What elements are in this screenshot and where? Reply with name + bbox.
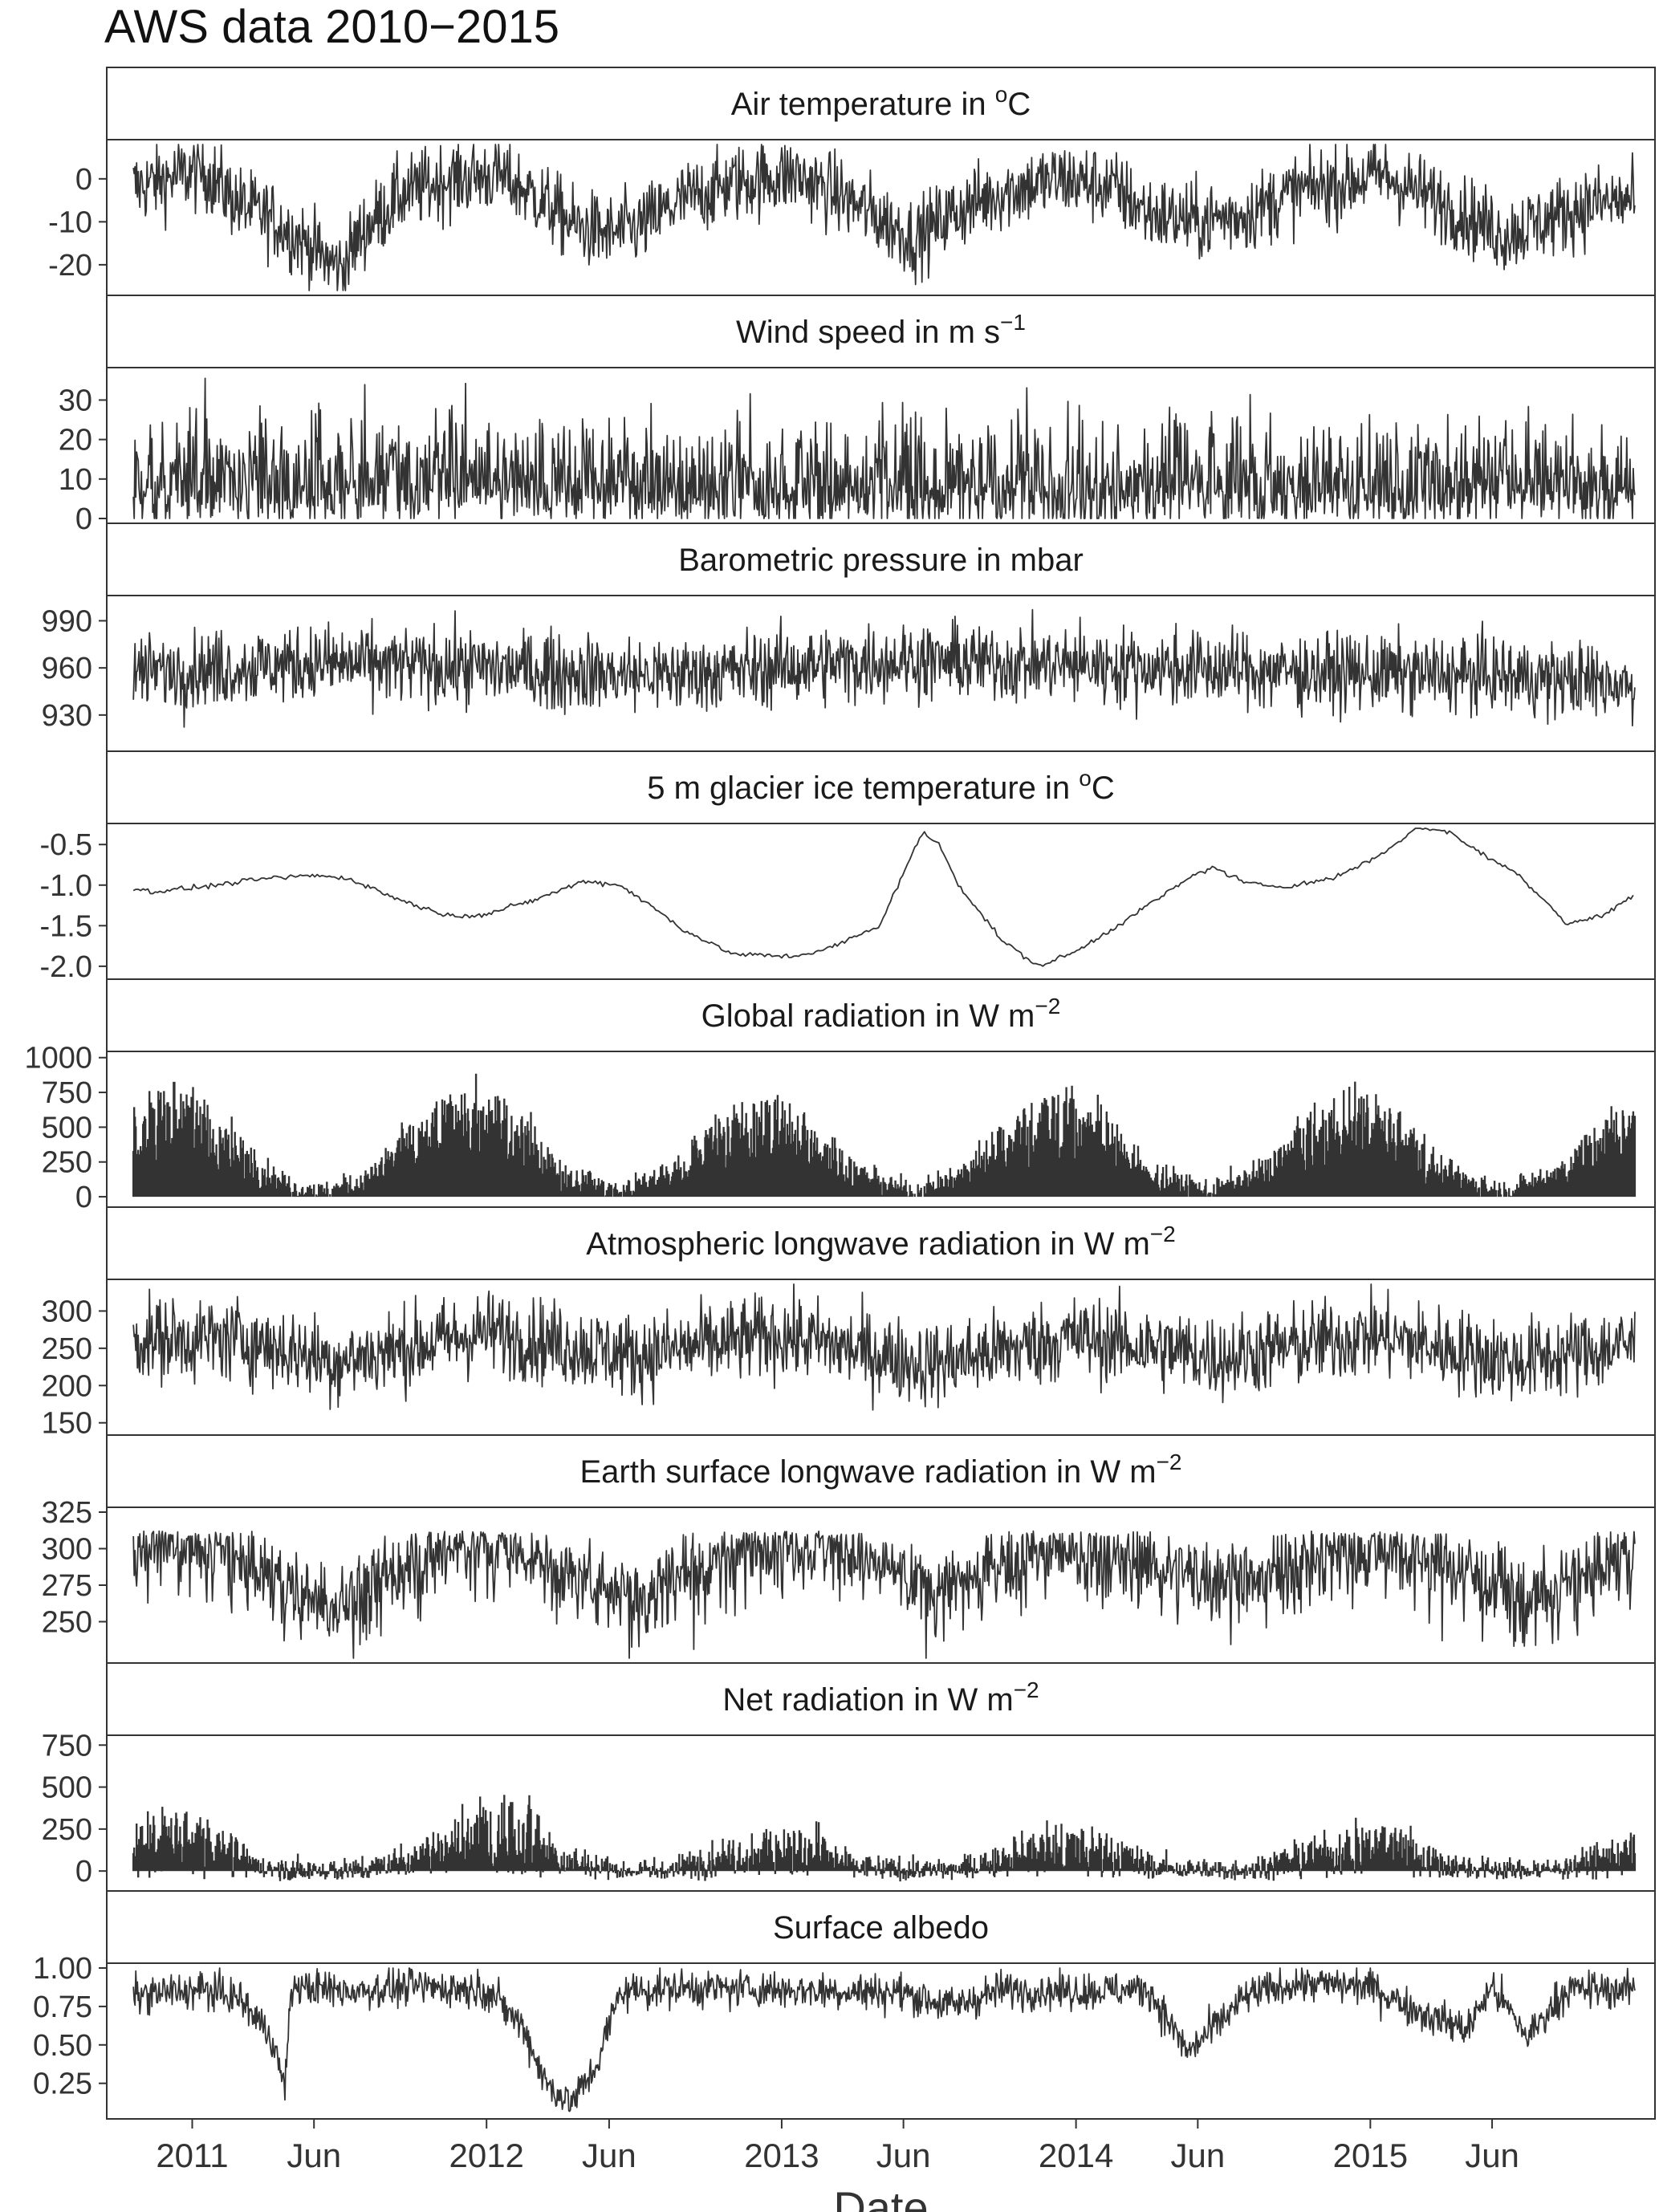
strip-box — [106, 1662, 1656, 1736]
y-tick-label: 250 — [42, 1146, 92, 1180]
data-series-line — [132, 1283, 1636, 1411]
panel-3: Barometric pressure in mbar 990 960 930 — [42, 523, 1656, 752]
data-series-line — [132, 1795, 1637, 1882]
y-tick-label: 250 — [42, 1606, 92, 1640]
y-tick-label: 990 — [42, 604, 92, 638]
x-tick-label: 2014 — [1039, 2137, 1113, 2174]
y-tick-label: 1.00 — [33, 1952, 92, 1986]
strip-label: Net radiation in W m−2 — [722, 1677, 1039, 1718]
y-tick-label: -10 — [48, 205, 92, 239]
panel-1: Air temperature in oC 0 -10 -20 — [48, 67, 1656, 296]
x-axis: 2011 Jun 2012 Jun 2013 Jun 2014 Jun 2015 Jun — [156, 2119, 1519, 2174]
y-tick-label: -2.0 — [40, 950, 92, 984]
y-tick-label: 200 — [42, 1369, 92, 1403]
panels-layer: Air temperature in oC 0 -10 -20 Wind speed i… — [24, 67, 1656, 2120]
strip-box — [106, 750, 1656, 824]
y-tick-label: 500 — [42, 1771, 92, 1805]
x-tick-label: Jun — [582, 2137, 636, 2174]
strip-box — [106, 1206, 1656, 1280]
data-series-line — [132, 1073, 1637, 1197]
strip-box — [106, 978, 1656, 1052]
strip-box — [106, 1434, 1656, 1508]
y-tick-label: -1.0 — [40, 869, 92, 903]
data-series-line — [132, 827, 1634, 967]
data-series-line — [132, 608, 1636, 728]
chart-title: AWS data 2010−2015 — [104, 1, 560, 53]
x-tick-label: Jun — [1170, 2137, 1225, 2174]
y-tick-label: 0.50 — [33, 2029, 92, 2063]
x-tick-label: Jun — [287, 2137, 341, 2174]
y-tick-label: 275 — [42, 1569, 92, 1603]
x-tick-label: 2012 — [449, 2137, 523, 2174]
series-group — [132, 827, 1634, 967]
x-tick-label: 2011 — [156, 2137, 228, 2174]
series-group — [132, 1530, 1636, 1659]
panel-7: Earth surface longwave radiation in W m−… — [42, 1434, 1656, 1664]
strip-label: Global radiation in W m−2 — [701, 994, 1061, 1034]
y-tick-label: 20 — [59, 424, 92, 457]
y-tick-label: 325 — [42, 1496, 92, 1530]
data-series-line — [132, 144, 1636, 291]
strip-label: 5 m glacier ice temperature in oC — [647, 766, 1114, 806]
strip-box — [106, 67, 1656, 140]
strip-box — [106, 1890, 1656, 1964]
series-group — [132, 608, 1636, 728]
x-tick-label: Jun — [1465, 2137, 1519, 2174]
panel-9: Surface albedo 1.00 0.75 0.50 0.25 — [33, 1890, 1656, 2120]
panel-8: Net radiation in W m−2 750 500 250 0 — [42, 1662, 1656, 1892]
y-tick-label: 0.25 — [33, 2068, 92, 2101]
y-tick-label: 0 — [75, 1181, 92, 1214]
x-tick-label: 2013 — [744, 2137, 819, 2174]
y-tick-label: 150 — [42, 1407, 92, 1441]
y-tick-label: 300 — [42, 1533, 92, 1567]
data-series-line — [132, 1967, 1636, 2112]
y-tick-label: 30 — [59, 384, 92, 417]
y-tick-label: 0.75 — [33, 1990, 92, 2024]
y-tick-label: 1000 — [24, 1042, 92, 1076]
y-tick-label: 0 — [75, 1855, 92, 1889]
y-tick-label: -1.5 — [40, 909, 92, 943]
y-tick-label: 0 — [75, 163, 92, 197]
series-group — [132, 1795, 1637, 1882]
data-series-line — [132, 377, 1636, 519]
x-axis-title: Date — [833, 2182, 928, 2212]
y-tick-label: 750 — [42, 1076, 92, 1110]
strip-label: Barometric pressure in mbar — [678, 543, 1084, 578]
y-tick-label: 0 — [75, 502, 92, 536]
panel-4: 5 m glacier ice temperature in oC -0.5 -1.… — [40, 750, 1656, 984]
strip-label: Air temperature in oC — [731, 82, 1031, 122]
y-tick-label: 250 — [42, 1332, 92, 1366]
y-tick-label: 960 — [42, 652, 92, 685]
panel-2: Wind speed in m s−1 30 20 10 0 — [59, 295, 1656, 536]
series-group — [132, 144, 1636, 291]
y-tick-label: -20 — [48, 249, 92, 283]
y-tick-label: -0.5 — [40, 828, 92, 862]
series-group — [132, 1073, 1637, 1197]
y-tick-label: 250 — [42, 1813, 92, 1847]
y-tick-label: 750 — [42, 1729, 92, 1763]
y-tick-label: 930 — [42, 699, 92, 733]
x-tick-label: Jun — [876, 2137, 931, 2174]
data-series-line — [132, 1530, 1636, 1659]
y-tick-label: 10 — [59, 463, 92, 497]
strip-label: Wind speed in m s−1 — [736, 310, 1026, 350]
series-group — [132, 377, 1636, 519]
series-group — [132, 1283, 1636, 1411]
panel-6: Atmospheric longwave radiation in W m−2 3… — [42, 1206, 1656, 1441]
plot-area — [106, 823, 1656, 980]
strip-label: Atmospheric longwave radiation in W m−2 — [586, 1222, 1175, 1262]
strip-label: Earth surface longwave radiation in W m−… — [579, 1450, 1181, 1490]
strip-label: Surface albedo — [773, 1910, 989, 1946]
x-tick-label: 2015 — [1333, 2137, 1408, 2174]
strip-box — [106, 295, 1656, 368]
series-group — [132, 1967, 1636, 2112]
y-tick-label: 500 — [42, 1111, 92, 1145]
y-tick-label: 300 — [42, 1295, 92, 1328]
